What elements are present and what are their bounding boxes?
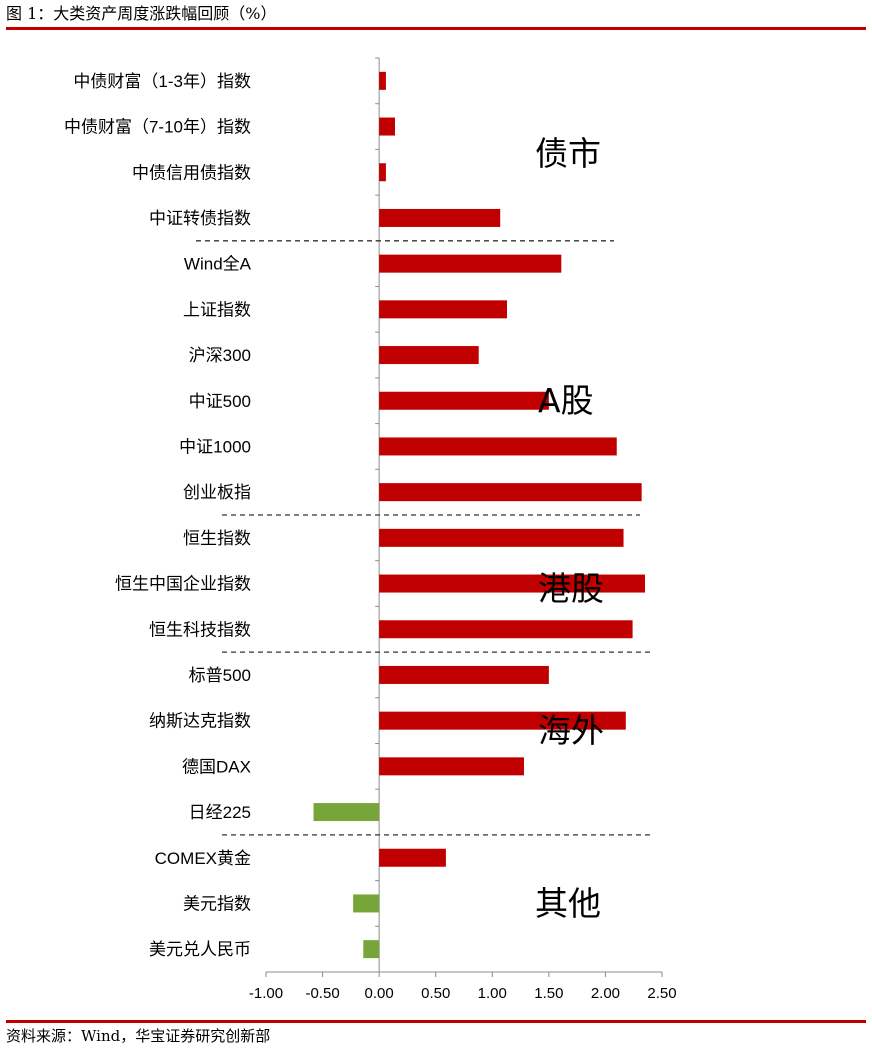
category-label: 美元指数: [183, 894, 251, 913]
bar: [379, 163, 386, 182]
source-rule: [6, 1020, 866, 1023]
title-rule: [6, 27, 866, 30]
value-tick-label: -0.50: [305, 985, 339, 1002]
category-label: 创业板指: [183, 483, 251, 502]
bar: [379, 208, 501, 227]
value-tick-label: 0.00: [365, 985, 394, 1002]
category-label: 中债信用债指数: [132, 163, 251, 182]
bar: [363, 940, 380, 959]
category-label: 纳斯达克指数: [149, 712, 251, 731]
category-label: 中证500: [189, 392, 251, 411]
group-label: 港股: [538, 569, 604, 608]
category-label: 中证1000: [179, 437, 251, 456]
value-tick-label: -1.00: [249, 985, 283, 1002]
group-label: 其他: [535, 884, 601, 923]
category-label: Wind全A: [184, 255, 252, 274]
bar-chart: -1.00 -0.50 0.00 0.50 1.00 1.50 2.00 2.50 中债财富（1…: [64, 57, 677, 1002]
bar: [379, 757, 524, 776]
bar: [379, 848, 446, 867]
bar: [379, 528, 624, 547]
group-label: 债市: [535, 134, 601, 173]
group-label: A股: [538, 381, 594, 420]
bar: [379, 71, 386, 90]
category-label: 中债财富（7-10年）指数: [64, 118, 251, 137]
value-tick-label: 2.50: [647, 985, 676, 1002]
bar: [379, 620, 633, 639]
category-label: 沪深300: [189, 346, 251, 365]
category-label: 德国DAX: [182, 757, 251, 776]
category-label: 中证转债指数: [149, 209, 251, 228]
category-label: 日经225: [189, 803, 251, 822]
category-label: 上证指数: [183, 300, 251, 319]
figure-title: 图 1：大类资产周度涨跌幅回顾（%）: [6, 4, 277, 23]
bar: [379, 346, 479, 365]
value-tick-label: 0.50: [421, 985, 450, 1002]
category-label: 恒生科技指数: [149, 620, 251, 639]
bar: [379, 391, 549, 410]
category-label: COMEX黄金: [155, 849, 251, 868]
bar: [353, 894, 380, 913]
bar: [379, 117, 395, 136]
category-label: 中债财富（1-3年）指数: [73, 72, 251, 91]
bar: [379, 483, 642, 502]
bar: [379, 574, 646, 593]
value-tick-label: 1.00: [478, 985, 507, 1002]
category-label: 恒生中国企业指数: [115, 575, 251, 594]
category-label: 标普500: [189, 666, 251, 685]
bar: [379, 665, 549, 684]
bar: [379, 437, 617, 456]
group-label: 海外: [538, 711, 604, 750]
value-tick-label: 2.00: [591, 985, 620, 1002]
category-label: 恒生指数: [183, 529, 251, 548]
bar: [379, 711, 626, 730]
bar: [379, 300, 507, 319]
bar: [379, 254, 562, 273]
value-tick-label: 1.50: [534, 985, 563, 1002]
source-note: 资料来源：Wind，华宝证券研究创新部: [6, 1027, 271, 1045]
category-label: 美元兑人民币: [149, 940, 251, 959]
bar: [313, 803, 380, 822]
